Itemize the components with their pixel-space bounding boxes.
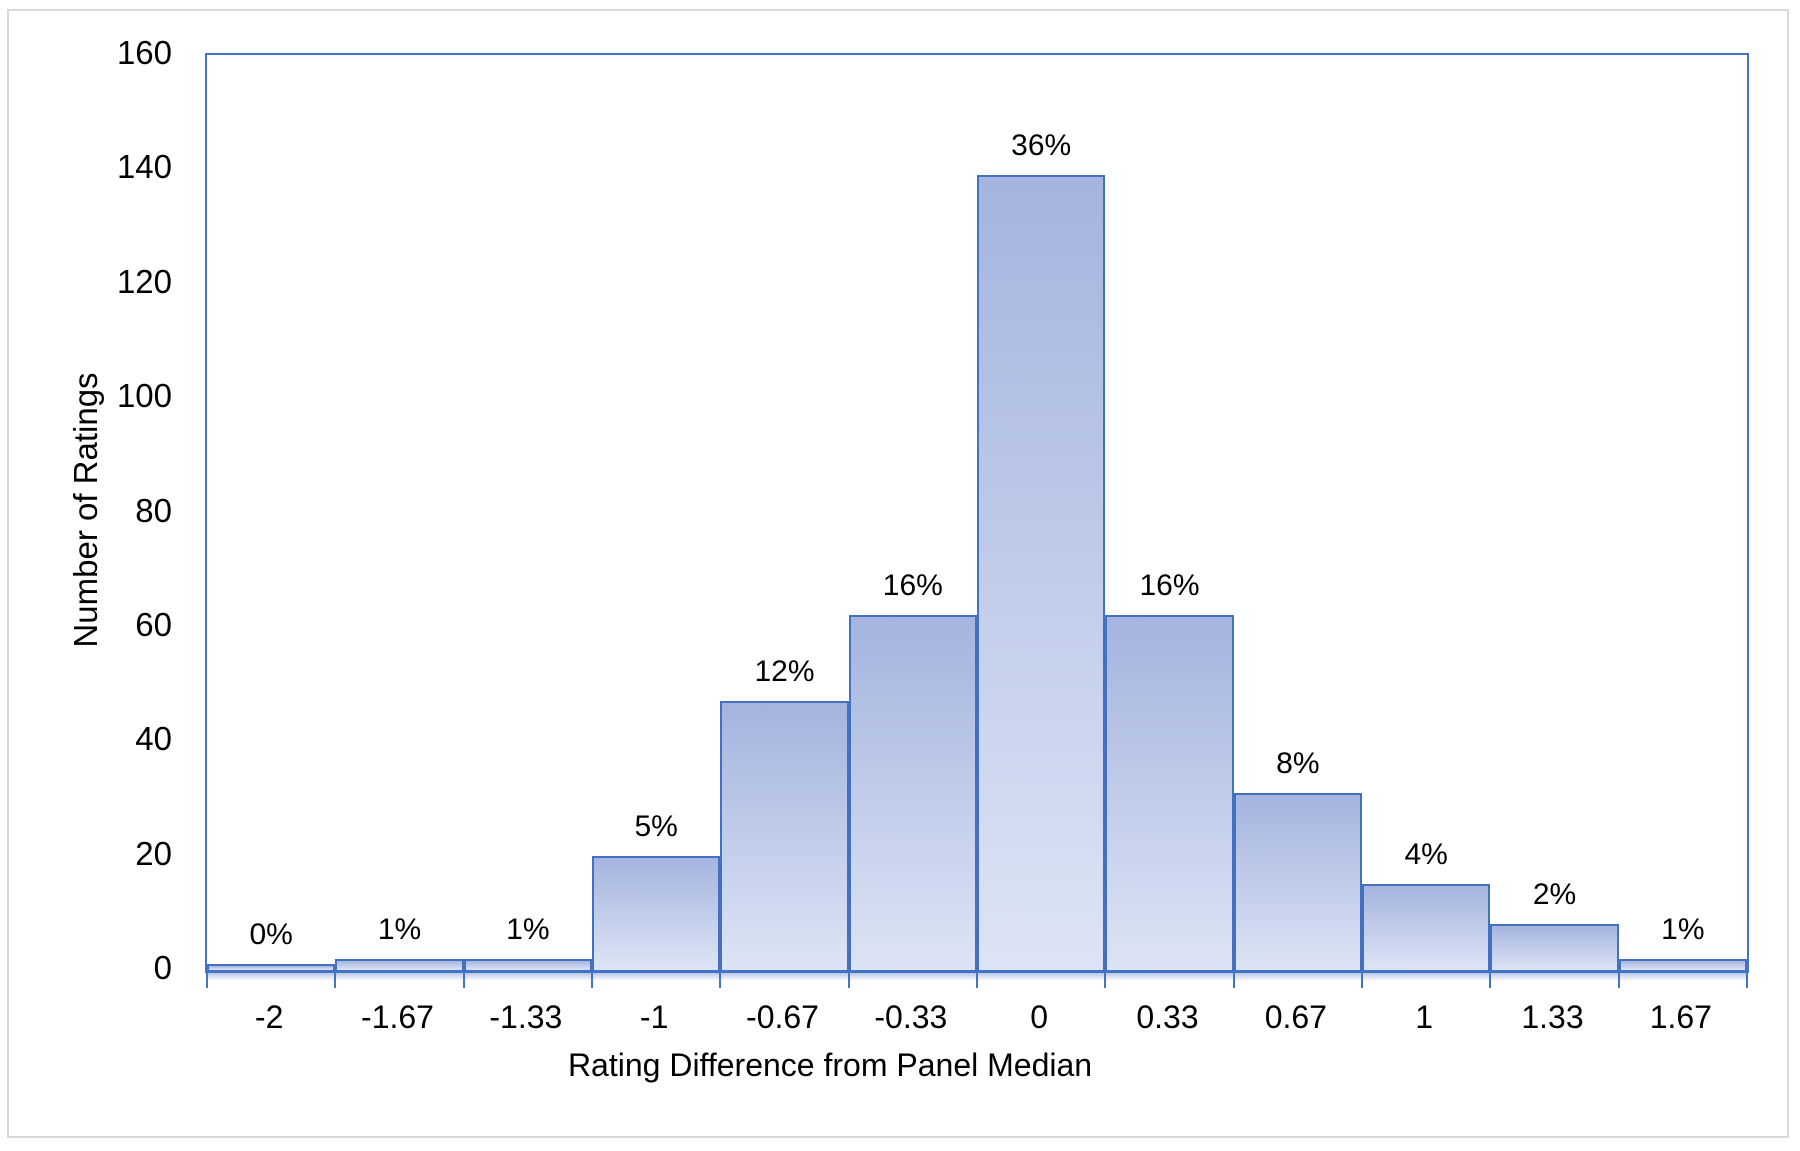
bar-value-label: 16% [1139, 569, 1200, 603]
bar [1490, 924, 1619, 970]
x-axis-tick [591, 973, 593, 988]
y-tick-label: 0 [153, 949, 172, 986]
x-tick-label: 1.67 [1649, 999, 1712, 1035]
x-axis-tick [1232, 973, 1235, 988]
bar [1362, 884, 1491, 970]
x-tick-label: -1 [639, 999, 669, 1035]
x-tick-label: 0 [1030, 999, 1049, 1035]
x-tick-label: 1 [1415, 999, 1434, 1035]
x-axis-tick [1489, 973, 1492, 988]
x-axis-tick [847, 973, 850, 988]
y-tick-label: 40 [135, 720, 172, 758]
bar-value-label: 16% [882, 569, 943, 603]
x-tick-label: 0.67 [1264, 999, 1327, 1035]
x-tick-label: 1.33 [1521, 999, 1584, 1035]
bar [463, 958, 592, 970]
x-axis-tick [1617, 973, 1620, 988]
x-axis-tick [206, 973, 208, 988]
bar [720, 701, 849, 970]
y-tick-label: 80 [135, 491, 172, 529]
bar [1105, 615, 1234, 970]
bar [1618, 958, 1747, 970]
bar [848, 615, 977, 970]
bar [592, 855, 721, 970]
bar [977, 175, 1106, 970]
x-axis-tick [1746, 973, 1748, 988]
x-axis-title: Rating Difference from Panel Median [567, 1047, 1093, 1083]
y-tick-label: 160 [116, 34, 172, 71]
y-tick-label: 120 [116, 262, 172, 300]
bar [207, 964, 336, 970]
bar [335, 958, 464, 970]
x-tick-label: -1.33 [489, 999, 563, 1035]
plot-area: 0% 1% 1% 5% 12% 16% 36% 16% 8% 4% 2% 1% [205, 53, 1749, 988]
bar-value-label: 36% [1011, 129, 1072, 163]
x-axis-tick [719, 973, 722, 988]
bar-value-label: 12% [754, 655, 815, 689]
x-axis-tick [462, 973, 465, 988]
bar-value-label: 1% [506, 912, 550, 946]
y-tick-label: 140 [116, 148, 172, 186]
bar-value-label: 2% [1532, 878, 1577, 912]
x-tick-label: 0.33 [1136, 999, 1199, 1035]
y-tick-label: 100 [116, 377, 172, 415]
bar-value-label: 0% [249, 918, 293, 952]
y-tick-label: 60 [135, 605, 172, 643]
x-axis-tick [334, 973, 337, 988]
x-axis-tick [976, 973, 978, 988]
y-tick-label: 20 [135, 834, 172, 872]
bar [1233, 792, 1362, 970]
x-axis-tick-labels: -2 -1.67 -1.33 -1 -0.67 -0.33 0 0.33 0.67 1 1.33 1.… [205, 998, 1745, 1038]
x-tick-label: -0.33 [874, 999, 948, 1035]
x-tick-label: -2 [254, 999, 284, 1035]
bar-value-label: 1% [1661, 912, 1705, 946]
bar-value-label: 1% [377, 912, 422, 946]
bar-value-label: 5% [634, 809, 678, 843]
bar-value-label: 4% [1404, 838, 1448, 872]
x-axis-tick [1104, 973, 1107, 988]
x-axis-tick [1361, 973, 1363, 988]
bar-value-label: 8% [1276, 746, 1320, 780]
x-tick-label: -0.67 [746, 999, 819, 1035]
y-axis-tick-labels: 0 20 40 60 80 100 120 140 160 [0, 34, 172, 986]
x-tick-label: -1.67 [361, 999, 434, 1035]
